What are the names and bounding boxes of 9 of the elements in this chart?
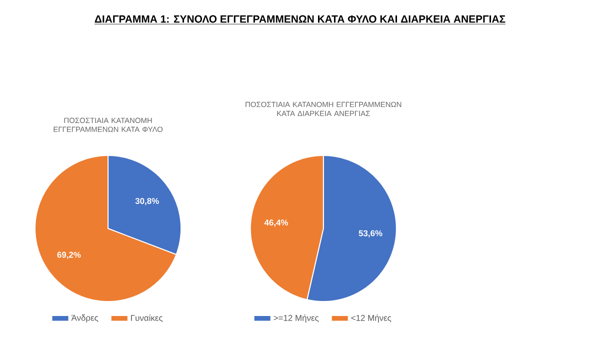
data-label: 30,8% (135, 198, 159, 206)
text: ΔΙΑΓΡΑΜΜΑ 1: ΣΥΝΟΛΟ ΕΓΓΕΓΡΑΜΜΕΝΩΝ ΚΑΤΑ ΦΥΛΟ ΚΑΙ ΔΙΑΡΚΕΙΑ ΑΝΕΡΓΙΑΣ (94, 15, 506, 23)
legend-label: Άνδρες (71, 314, 98, 322)
data-label: 53,6% (358, 230, 382, 238)
legend-label: <12 Μήνες (351, 314, 392, 323)
data-label: 46,4% (264, 220, 288, 227)
legend-label: >=12 Μήνες (274, 314, 319, 323)
legend-label: Γυναίκες (131, 314, 163, 322)
data-label: 69,2% (57, 252, 81, 260)
